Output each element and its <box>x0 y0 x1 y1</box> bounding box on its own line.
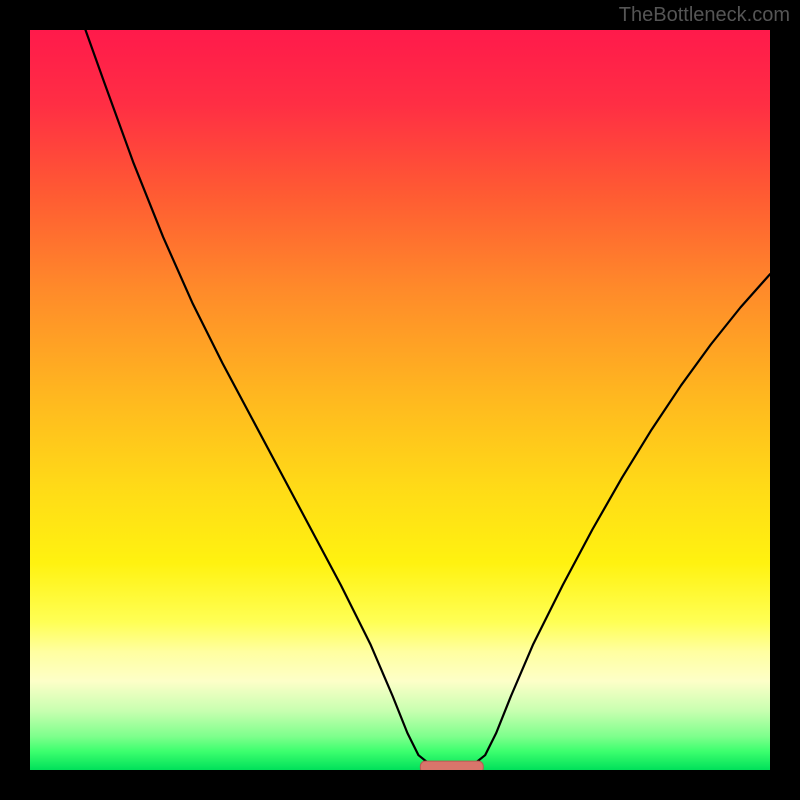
chart-container: TheBottleneck.com <box>0 0 800 800</box>
plot-area <box>30 30 770 770</box>
gradient-background <box>30 30 770 770</box>
chart-svg <box>30 30 770 770</box>
watermark-text: TheBottleneck.com <box>619 4 790 27</box>
bottom-marker <box>420 761 483 770</box>
